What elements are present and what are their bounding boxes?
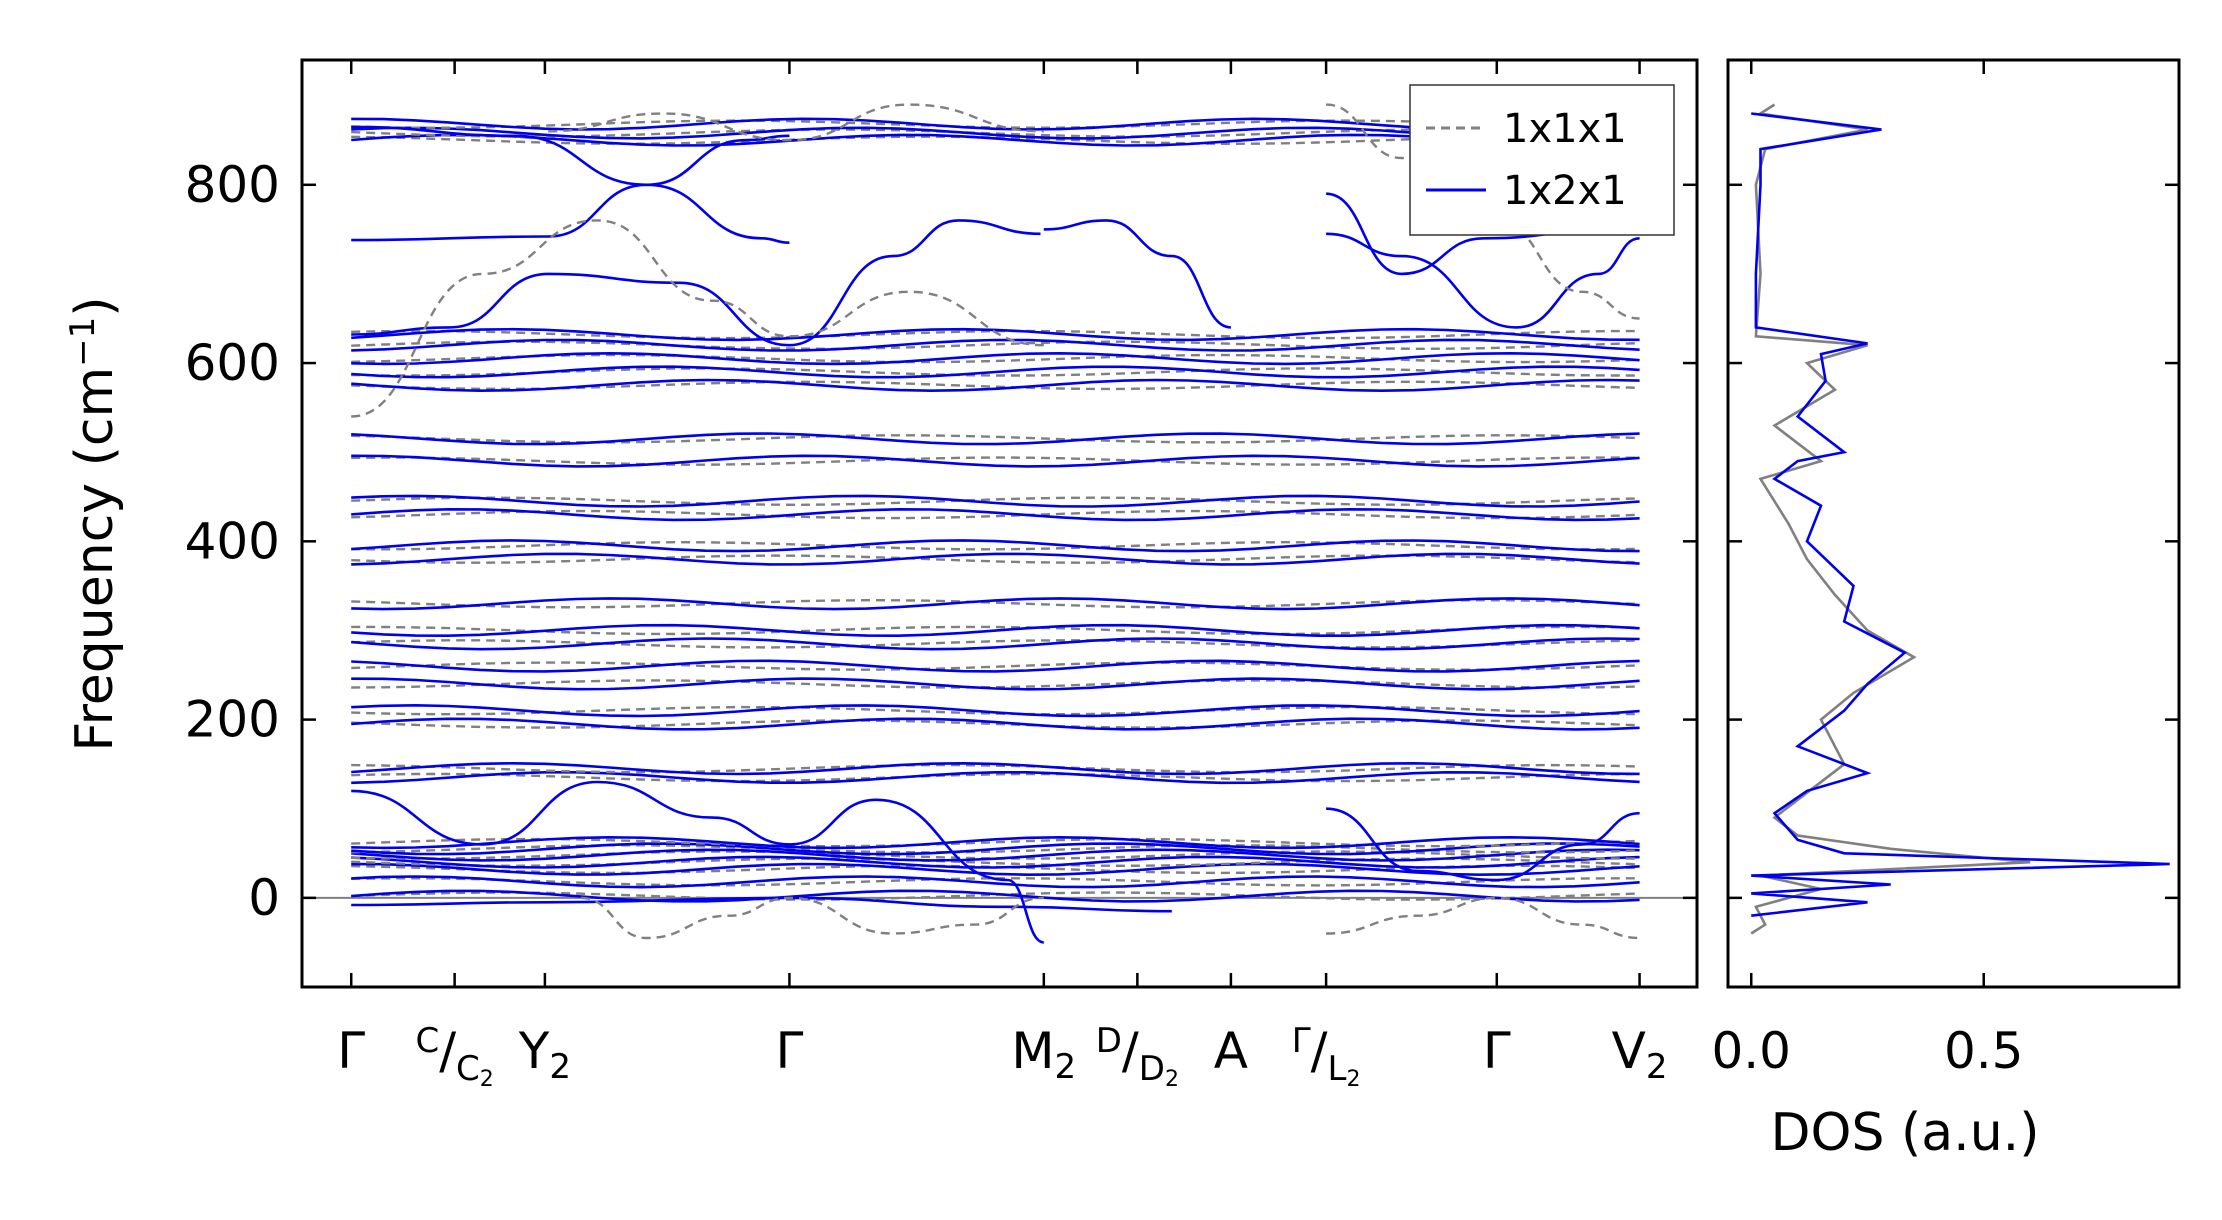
y-axis-title-sup: −1 <box>63 317 103 367</box>
band-1x1x1-flat <box>351 329 1640 340</box>
band-1x2x1-flat <box>351 848 1640 862</box>
band-1x1x1-dispersive <box>548 103 1044 142</box>
kpoint-label: D/D2 <box>1096 1021 1179 1092</box>
band-1x1x1-flat <box>351 772 1640 783</box>
band-1x2x1-flat <box>351 835 1640 850</box>
band-1x1x1-flat <box>351 763 1640 774</box>
band-1x2x1-flat <box>351 862 1640 877</box>
left-ticks-layer <box>302 60 1697 987</box>
band-1x1x1-flat <box>351 844 1640 854</box>
band-1x2x1-flat <box>351 842 1640 856</box>
band-1x1x1-flat <box>351 891 1640 901</box>
band-1x1x1-flat <box>351 135 1640 146</box>
band-1x1x1-flat <box>351 540 1640 551</box>
dos-curves-layer <box>1750 103 2170 935</box>
band-1x1x1-flat <box>351 857 1640 868</box>
dos-curve-1x2x1 <box>1751 112 2170 917</box>
band-1x2x1-flat <box>351 597 1640 611</box>
band-1x2x1-flat <box>351 494 1640 508</box>
band-1x1x1-dispersive <box>580 896 1044 940</box>
band-1x1x1-flat <box>351 661 1640 671</box>
band-1x2x1-flat <box>351 855 1640 869</box>
band-1x2x1-flat <box>351 703 1640 718</box>
dos-x-axis-title: DOS (a.u.) <box>1771 1103 2040 1163</box>
band-1x2x1-dispersive <box>351 125 790 244</box>
dos-x-tick-label: 0.0 <box>1711 1022 1791 1080</box>
band-structure-panel: 0 200 400 600 800 Γ C/C2 Y2 Γ M2 D/D2 A Γ/L2 Γ V2 Fre… <box>63 58 1699 1092</box>
band-1x2x1-flat <box>351 552 1640 566</box>
kpoint-label: M2 <box>1011 1022 1076 1087</box>
band-1x2x1-flat <box>351 889 1640 903</box>
kpoint-label: Γ/L2 <box>1292 1021 1361 1092</box>
kpoint-label: Y2 <box>518 1022 571 1087</box>
band-1x1x1-flat <box>351 625 1640 636</box>
band-1x1x1-flat <box>351 639 1640 649</box>
y-axis-title-main: Frequency (cm <box>65 367 125 752</box>
kpoint-label: Γ <box>337 1022 365 1080</box>
bands-layer <box>302 103 1697 944</box>
band-1x2x1-flat <box>351 637 1640 651</box>
y-axis-title-close: ) <box>65 296 125 316</box>
y-tick-labels: 0 200 400 600 800 <box>185 156 280 927</box>
kpoint-label: Γ <box>775 1022 803 1080</box>
dos-x-tick-labels: 0.0 0.5 <box>1711 1022 2023 1080</box>
y-tick-label: 400 <box>185 512 280 570</box>
band-1x1x1-flat <box>351 598 1640 609</box>
band-1x1x1-flat <box>351 340 1640 351</box>
kpath-labels: Γ C/C2 Y2 Γ M2 D/D2 A Γ/L2 Γ V2 <box>337 1021 1667 1092</box>
band-1x1x1-flat <box>351 877 1640 887</box>
band-plot-frame <box>300 58 1699 989</box>
band-1x1x1-flat <box>351 434 1640 444</box>
band-1x2x1-flat <box>351 761 1640 776</box>
band-1x2x1-dispersive <box>351 219 1041 347</box>
kpoint-label: C/C2 <box>415 1021 493 1092</box>
band-1x2x1-flat <box>351 365 1640 379</box>
legend-box <box>1409 84 1675 236</box>
band-1x1x1-flat <box>351 705 1640 716</box>
kpoint-label: Γ <box>1483 1022 1511 1080</box>
band-1x2x1-flat <box>351 351 1640 366</box>
band-1x2x1-flat <box>351 378 1640 393</box>
dos-ticks-layer <box>1728 60 2179 987</box>
band-1x2x1-dispersive <box>1326 232 1640 329</box>
band-1x2x1-flat <box>351 327 1640 342</box>
y-tick-label: 0 <box>248 869 280 927</box>
band-1x2x1-dispersive <box>1326 807 1640 882</box>
band-1x2x1-dispersive <box>351 134 790 242</box>
band-1x2x1-flat <box>351 717 1640 731</box>
band-1x2x1-flat <box>351 659 1640 673</box>
band-1x1x1-flat <box>351 509 1640 520</box>
kpoint-label: V2 <box>1612 1022 1668 1087</box>
band-1x2x1-flat <box>351 677 1640 691</box>
band-1x2x1-flat <box>351 454 1640 468</box>
legend-label-1x1x1: 1x1x1 <box>1503 106 1627 152</box>
band-1x1x1-flat <box>351 850 1640 860</box>
dos-panel: 0.0 0.5 DOS (a.u.) <box>1711 58 2181 1163</box>
band-1x2x1-flat <box>351 507 1640 522</box>
band-1x1x1-flat <box>351 679 1640 689</box>
y-axis-title: Frequency (cm−1) <box>63 296 125 751</box>
dos-plot-frame <box>1726 58 2181 989</box>
y-tick-label: 200 <box>185 691 280 749</box>
legend-label-1x2x1: 1x2x1 <box>1503 168 1627 214</box>
dos-curve-1x1x1 <box>1750 103 2031 935</box>
legend: 1x1x1 1x2x1 <box>1409 84 1675 236</box>
dos-x-tick-label: 0.5 <box>1944 1022 2024 1080</box>
y-tick-label: 600 <box>185 334 280 392</box>
kpoint-label: A <box>1214 1022 1248 1080</box>
band-1x2x1-dispersive <box>351 780 1045 944</box>
band-1x2x1-flat <box>351 623 1640 638</box>
band-1x2x1-flat <box>351 338 1640 352</box>
band-1x1x1-flat <box>351 496 1640 507</box>
band-1x2x1-flat <box>351 539 1640 553</box>
band-1x1x1-flat <box>351 719 1640 729</box>
y-tick-label: 800 <box>185 156 280 214</box>
band-1x2x1-dispersive <box>1043 219 1232 329</box>
band-1x2x1-flat <box>351 875 1640 889</box>
band-1x1x1-flat <box>351 456 1640 466</box>
band-1x2x1-flat <box>351 432 1640 446</box>
band-1x1x1-flat <box>351 864 1640 875</box>
band-1x1x1-flat <box>351 554 1640 564</box>
